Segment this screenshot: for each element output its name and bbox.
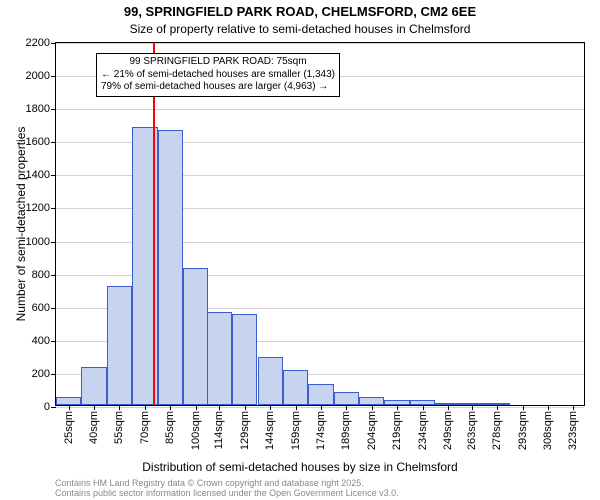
y-tick-label: 2200 [26, 37, 50, 49]
histogram-bar [183, 268, 208, 405]
x-tick-mark [497, 405, 498, 410]
annotation-line: 79% of semi-detached houses are larger (… [101, 81, 335, 94]
y-tick-label: 400 [32, 335, 50, 347]
x-tick-label: 85sqm [164, 411, 176, 444]
y-tick-mark [51, 109, 56, 110]
x-tick-mark [448, 405, 449, 410]
grid-line [56, 109, 584, 110]
x-tick-mark [119, 405, 120, 410]
x-tick-label: 323sqm [567, 411, 579, 450]
histogram-bar [283, 370, 308, 405]
attribution-line2: Contains public sector information licen… [55, 488, 399, 498]
x-tick-label: 25sqm [63, 411, 75, 444]
x-tick-mark [523, 405, 524, 410]
chart-subtitle: Size of property relative to semi-detach… [0, 22, 600, 36]
x-tick-label: 293sqm [517, 411, 529, 450]
histogram-bar [158, 130, 183, 405]
chart-title: 99, SPRINGFIELD PARK ROAD, CHELMSFORD, C… [0, 4, 600, 19]
y-tick-mark [51, 142, 56, 143]
x-tick-mark [219, 405, 220, 410]
x-axis-label: Distribution of semi-detached houses by … [0, 460, 600, 474]
x-tick-mark [245, 405, 246, 410]
y-tick-label: 1600 [26, 136, 50, 148]
x-tick-label: 144sqm [264, 411, 276, 450]
x-tick-label: 40sqm [88, 411, 100, 444]
x-tick-label: 129sqm [239, 411, 251, 450]
x-tick-label: 159sqm [290, 411, 302, 450]
y-axis-label: Number of semi-detached properties [14, 42, 28, 406]
y-tick-mark [51, 275, 56, 276]
y-tick-label: 800 [32, 269, 50, 281]
y-tick-label: 1000 [26, 236, 50, 248]
x-tick-mark [548, 405, 549, 410]
y-tick-label: 2000 [26, 70, 50, 82]
y-tick-mark [51, 43, 56, 44]
x-tick-mark [423, 405, 424, 410]
histogram-bar [359, 397, 384, 405]
histogram-bar [258, 357, 283, 405]
y-tick-label: 1400 [26, 169, 50, 181]
x-tick-mark [170, 405, 171, 410]
histogram-bar [308, 384, 333, 406]
annotation-line: ← 21% of semi-detached houses are smalle… [101, 69, 335, 82]
x-tick-mark [472, 405, 473, 410]
plot-area: 0200400600800100012001400160018002000220… [55, 42, 585, 406]
x-tick-label: 263sqm [466, 411, 478, 450]
y-tick-mark [51, 76, 56, 77]
histogram-bar [107, 286, 132, 405]
x-tick-label: 70sqm [139, 411, 151, 444]
histogram-bar [81, 367, 106, 405]
x-tick-label: 204sqm [366, 411, 378, 450]
histogram-bar [56, 397, 81, 405]
x-tick-label: 219sqm [391, 411, 403, 450]
y-tick-label: 200 [32, 368, 50, 380]
chart-container: { "chart": { "type": "histogram", "title… [0, 0, 600, 500]
x-tick-label: 249sqm [442, 411, 454, 450]
y-tick-label: 600 [32, 302, 50, 314]
y-tick-mark [51, 208, 56, 209]
y-tick-label: 1800 [26, 103, 50, 115]
y-tick-label: 1200 [26, 202, 50, 214]
histogram-bar [334, 392, 359, 405]
y-tick-label: 0 [44, 401, 50, 413]
x-tick-mark [397, 405, 398, 410]
grid-line [56, 43, 584, 44]
x-tick-mark [573, 405, 574, 410]
histogram-bar [207, 312, 232, 405]
x-tick-label: 114sqm [213, 411, 225, 449]
y-tick-mark [51, 308, 56, 309]
x-tick-label: 278sqm [491, 411, 503, 450]
y-tick-mark [51, 374, 56, 375]
x-tick-mark [69, 405, 70, 410]
y-tick-mark [51, 341, 56, 342]
y-tick-mark [51, 175, 56, 176]
attribution-line1: Contains HM Land Registry data © Crown c… [55, 478, 399, 488]
x-tick-label: 308sqm [542, 411, 554, 450]
grid-line [56, 407, 584, 408]
annotation-line: 99 SPRINGFIELD PARK ROAD: 75sqm [101, 56, 335, 69]
x-tick-label: 55sqm [113, 411, 125, 444]
x-tick-label: 189sqm [340, 411, 352, 450]
x-tick-mark [372, 405, 373, 410]
x-tick-mark [196, 405, 197, 410]
x-tick-mark [145, 405, 146, 410]
annotation-box: 99 SPRINGFIELD PARK ROAD: 75sqm← 21% of … [96, 53, 340, 97]
y-tick-mark [51, 242, 56, 243]
histogram-bar [232, 314, 257, 405]
x-tick-mark [346, 405, 347, 410]
x-tick-label: 174sqm [315, 411, 327, 450]
x-tick-mark [296, 405, 297, 410]
property-marker-line [153, 43, 155, 405]
attribution: Contains HM Land Registry data © Crown c… [55, 478, 399, 498]
x-tick-mark [94, 405, 95, 410]
x-tick-label: 234sqm [417, 411, 429, 450]
x-tick-label: 100sqm [190, 411, 202, 450]
x-tick-mark [270, 405, 271, 410]
y-tick-mark [51, 407, 56, 408]
x-tick-mark [321, 405, 322, 410]
